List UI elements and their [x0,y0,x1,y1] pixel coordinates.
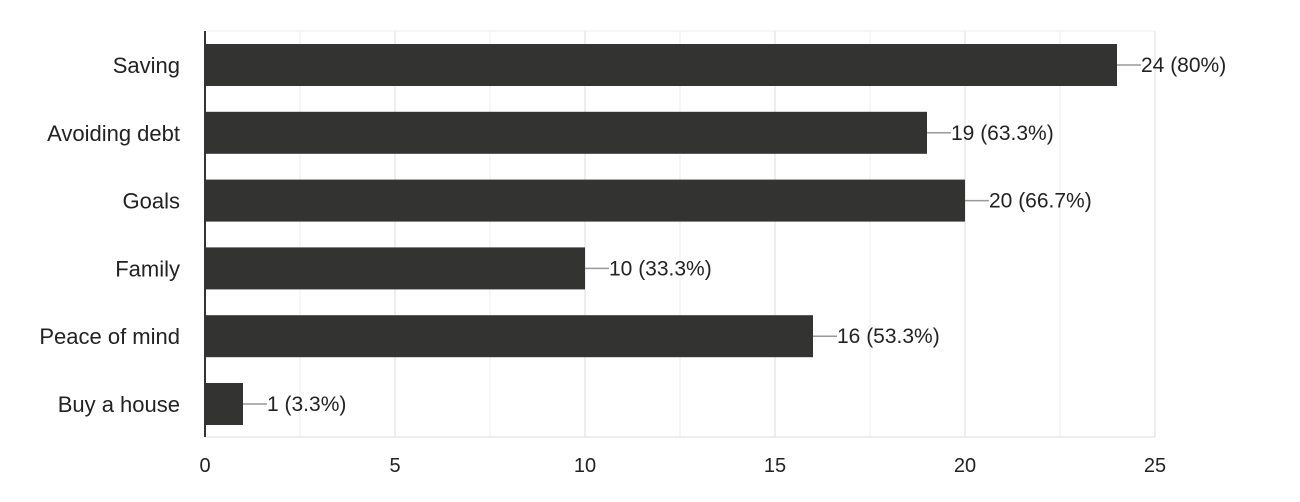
bars [205,44,1117,425]
bar [205,179,965,222]
category-label: Buy a house [58,392,180,417]
bar [205,44,1117,86]
bar [205,315,813,358]
grid [205,30,1156,438]
category-label: Avoiding debt [47,121,180,146]
x-tick-label: 5 [389,455,400,477]
category-label: Goals [123,189,180,214]
category-labels: Saving Avoiding debt Goals Family Peace of m… [39,53,180,417]
leader-lines [243,64,1141,405]
x-tick-label: 10 [574,455,596,477]
data-label: 19 (63.3%) [951,122,1054,145]
bar [205,111,927,154]
data-label: 10 (33.3%) [609,257,712,280]
x-tick-label: 15 [764,455,786,477]
bar [205,383,243,425]
x-tick-labels: 0 5 10 15 20 25 [199,455,1166,477]
data-labels: 24 (80%) 19 (63.3%) 20 (66.7%) 10 (33.3%) 16… [267,54,1226,416]
data-label: 24 (80%) [1141,54,1226,77]
bar [205,247,585,290]
data-label: 16 (53.3%) [837,325,940,348]
x-tick-label: 20 [954,455,976,477]
category-label: Peace of mind [39,324,180,349]
category-label: Saving [113,53,180,78]
x-tick-label: 25 [1144,455,1166,477]
x-tick-label: 0 [199,455,210,477]
data-label: 1 (3.3%) [267,393,346,416]
data-label: 20 (66.7%) [989,190,1092,213]
category-label: Family [115,256,180,281]
